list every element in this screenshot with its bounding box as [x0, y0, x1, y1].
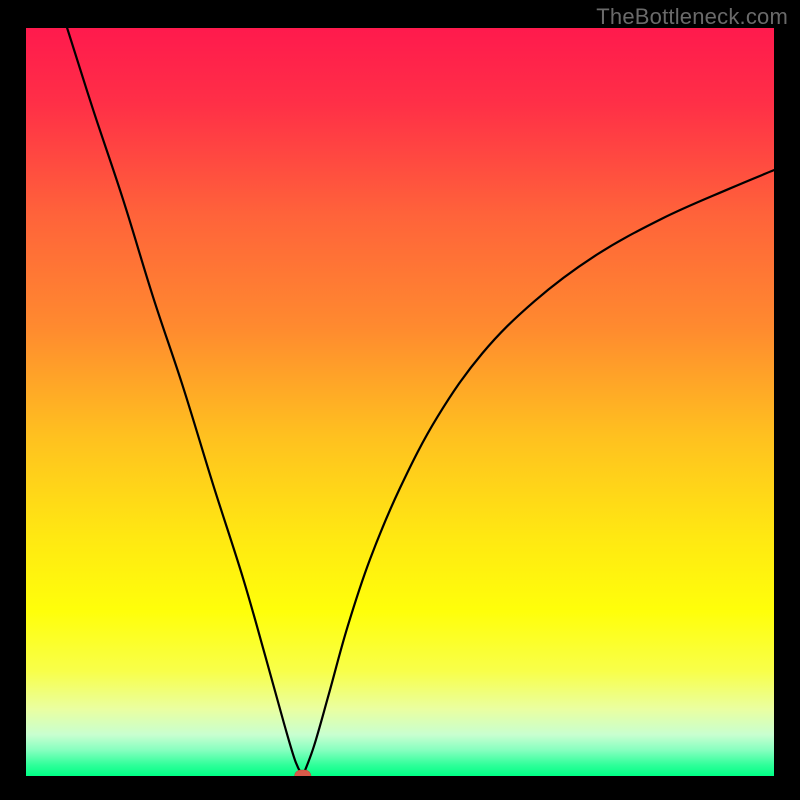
watermark-text: TheBottleneck.com: [596, 4, 788, 30]
minimum-marker: [295, 770, 311, 776]
plot-area: [26, 28, 774, 776]
gradient-background: [26, 28, 774, 776]
chart-svg: [26, 28, 774, 776]
chart-container: { "watermark": { "text": "TheBottleneck.…: [0, 0, 800, 800]
